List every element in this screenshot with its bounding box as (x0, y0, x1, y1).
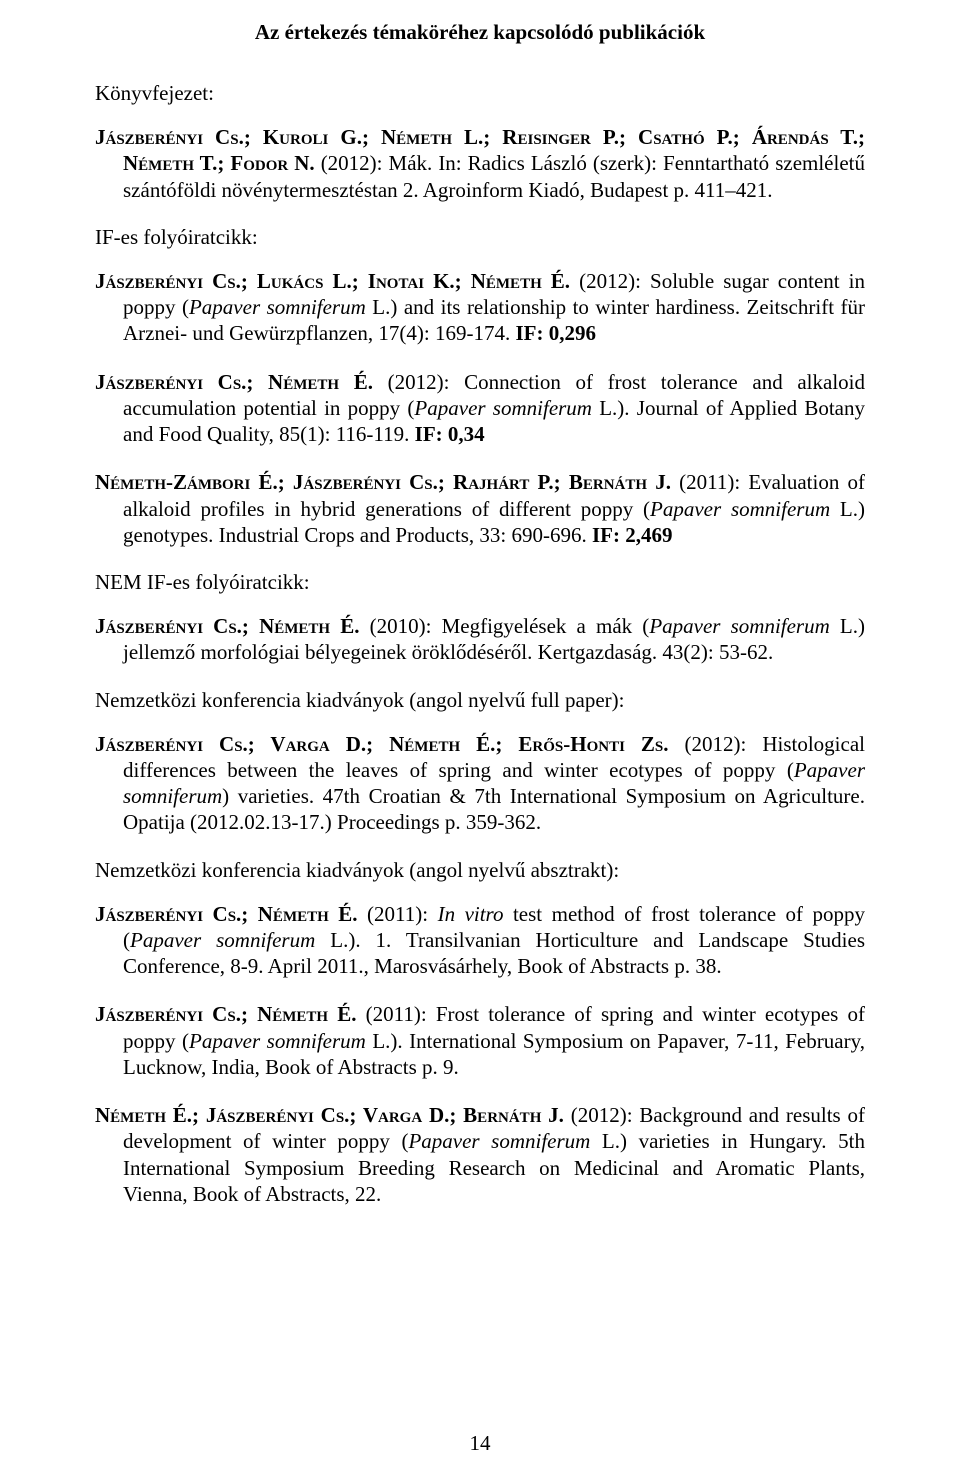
page: Az értekezés témaköréhez kapcsolódó publ… (0, 0, 960, 1478)
entry-3-if: IF: 0,34 (415, 422, 485, 446)
entry-4-it1: Papaver somniferum (650, 497, 830, 521)
entry-6-authors: Jászberényi Cs.; Varga D.; Németh É.; Er… (95, 732, 669, 756)
entry-5-t1: (2010): Megfigyelések a mák ( (359, 614, 649, 638)
entry-4-if: IF: 2,469 (592, 523, 673, 547)
section-nk-abs: Nemzetközi konferencia kiadványok (angol… (95, 858, 865, 883)
entry-5-it1: Papaver somniferum (649, 614, 829, 638)
entry-2-it1: Papaver somniferum (189, 295, 366, 319)
entry-3-it1: Papaver somniferum (414, 396, 592, 420)
entry-7-authors: Jászberényi Cs.; Németh É. (95, 902, 358, 926)
page-title: Az értekezés témaköréhez kapcsolódó publ… (95, 20, 865, 45)
entry-6: Jászberényi Cs.; Varga D.; Németh É.; Er… (95, 731, 865, 836)
entry-8-authors: Jászberényi Cs.; Németh É. (95, 1002, 357, 1026)
entry-9-authors: Németh É.; Jászberényi Cs.; Varga D.; Be… (95, 1103, 564, 1127)
section-konyvfejezet: Könyvfejezet: (95, 81, 865, 106)
entry-8: Jászberényi Cs.; Németh É. (2011): Frost… (95, 1001, 865, 1080)
entry-7: Jászberényi Cs.; Németh É. (2011): In vi… (95, 901, 865, 980)
entry-7-it1: In vitro (438, 902, 504, 926)
entry-8-it1: Papaver somniferum (189, 1029, 366, 1053)
entry-2: Jászberényi Cs.; Lukács L.; Inotai K.; N… (95, 268, 865, 347)
entry-5: Jászberényi Cs.; Németh É. (2010): Megfi… (95, 613, 865, 666)
entry-4: Németh-Zámbori É.; Jászberényi Cs.; Rajh… (95, 469, 865, 548)
entry-2-if: IF: 0,296 (515, 321, 596, 345)
entry-1: Jászberényi Cs.; Kuroli G.; Németh L.; R… (95, 124, 865, 203)
section-nem-if: NEM IF-es folyóiratcikk: (95, 570, 865, 595)
entry-9: Németh É.; Jászberényi Cs.; Varga D.; Be… (95, 1102, 865, 1207)
section-nk-full: Nemzetközi konferencia kiadványok (angol… (95, 688, 865, 713)
entry-3-authors: Jászberényi Cs.; Németh É. (95, 370, 373, 394)
entry-9-it1: Papaver somniferum (408, 1129, 590, 1153)
page-number: 14 (0, 1431, 960, 1456)
entry-5-authors: Jászberényi Cs.; Németh É. (95, 614, 359, 638)
entry-6-t2: ) varieties. 47th Croatian & 7th Interna… (123, 784, 865, 834)
entry-7-it2: Papaver somniferum (130, 928, 315, 952)
entry-4-authors: Németh-Zámbori É.; Jászberényi Cs.; Rajh… (95, 470, 671, 494)
entry-7-t1: (2011): (358, 902, 438, 926)
section-if: IF-es folyóiratcikk: (95, 225, 865, 250)
entry-3: Jászberényi Cs.; Németh É. (2012): Conne… (95, 369, 865, 448)
entry-2-authors: Jászberényi Cs.; Lukács L.; Inotai K.; N… (95, 269, 570, 293)
